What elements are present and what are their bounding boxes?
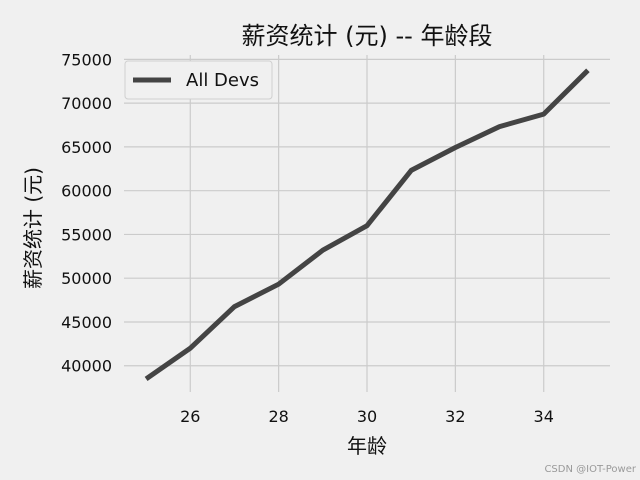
x-tick-labels: 26 28 30 32 34 — [180, 407, 554, 426]
grid-lines — [124, 55, 610, 392]
series-line-0 — [144, 68, 590, 381]
x-axis-label: 年龄 — [347, 434, 387, 458]
x-tick-label-32: 32 — [445, 407, 465, 426]
y-tick-label-70000: 70000 — [61, 94, 112, 113]
y-tick-label-75000: 75000 — [61, 50, 112, 69]
series-layer — [144, 68, 590, 381]
y-tick-label-45000: 45000 — [61, 313, 112, 332]
x-tick-label-30: 30 — [357, 407, 377, 426]
legend-label-all-devs: All Devs — [186, 70, 259, 91]
watermark: CSDN @IOT-Power — [544, 464, 636, 475]
legend: All Devs — [124, 60, 273, 100]
y-tick-label-65000: 65000 — [61, 138, 112, 157]
legend-box — [124, 60, 273, 100]
x-tick-label-28: 28 — [268, 407, 288, 426]
y-tick-label-50000: 50000 — [61, 269, 112, 288]
y-axis-label: 薪资统计 (元) — [21, 167, 45, 289]
y-tick-label-40000: 40000 — [61, 357, 112, 376]
x-tick-label-26: 26 — [180, 407, 200, 426]
y-tick-label-60000: 60000 — [61, 182, 112, 201]
x-tick-label-34: 34 — [534, 407, 554, 426]
chart-title: 薪资统计 (元) -- 年龄段 — [242, 22, 493, 50]
y-tick-label-55000: 55000 — [61, 225, 112, 244]
y-tick-labels: 40000 45000 50000 55000 60000 65000 70000 75000 — [61, 50, 112, 375]
